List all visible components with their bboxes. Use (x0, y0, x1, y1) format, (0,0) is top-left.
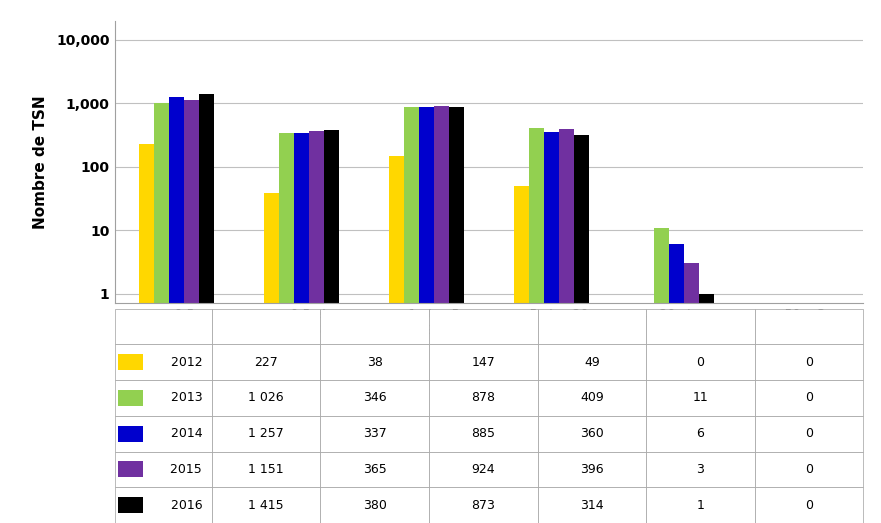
Bar (794, 308, 809, 523)
Bar (309, 131, 324, 523)
Bar (294, 133, 309, 523)
Bar (449, 107, 464, 523)
Bar (404, 107, 419, 523)
Bar (684, 263, 699, 523)
Bar (184, 99, 199, 523)
Y-axis label: Nombre de TSN: Nombre de TSN (33, 95, 48, 229)
Bar (514, 186, 529, 523)
Bar (654, 228, 669, 523)
Bar (279, 133, 294, 523)
Bar (154, 103, 169, 523)
Bar (529, 128, 544, 523)
Bar (419, 107, 434, 523)
Bar (809, 308, 824, 523)
Bar (264, 194, 279, 523)
Bar (544, 131, 559, 523)
Bar (574, 135, 589, 523)
Bar (559, 129, 574, 523)
Bar (764, 308, 779, 523)
Bar (699, 293, 714, 523)
Bar (169, 97, 184, 523)
Bar (669, 244, 684, 523)
Bar (324, 130, 339, 523)
Bar (199, 94, 214, 523)
Bar (639, 308, 654, 523)
Bar (434, 106, 449, 523)
Bar (779, 308, 794, 523)
Bar (824, 308, 839, 523)
Bar (389, 156, 404, 523)
Bar (139, 144, 154, 523)
